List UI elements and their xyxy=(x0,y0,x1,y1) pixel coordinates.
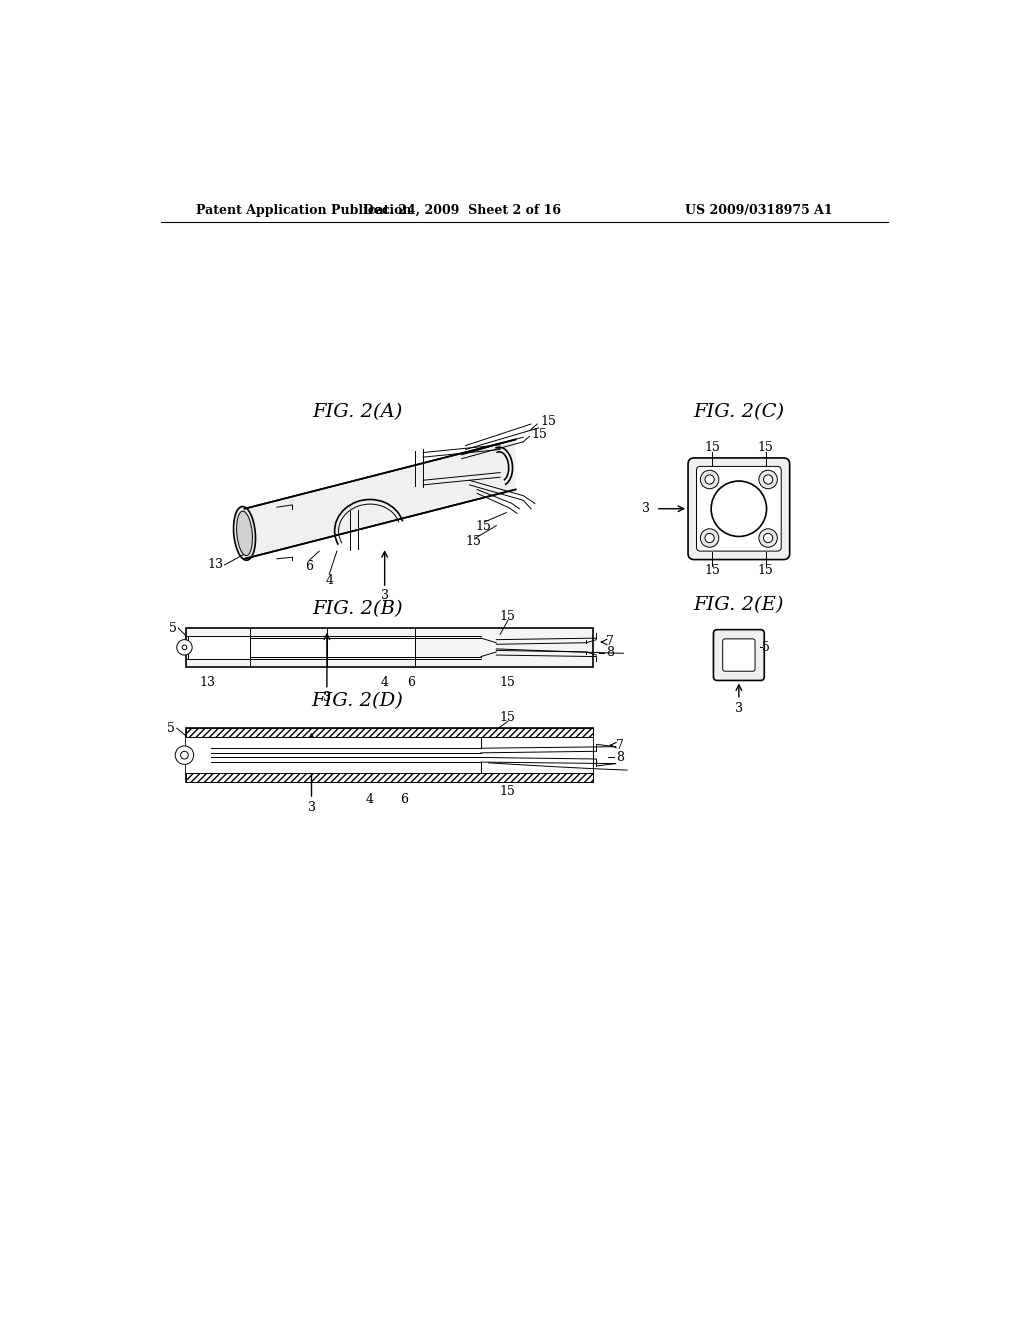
Text: 5: 5 xyxy=(167,722,175,735)
Circle shape xyxy=(177,640,193,655)
Text: US 2009/0318975 A1: US 2009/0318975 A1 xyxy=(685,205,833,218)
Text: FIG. 2(C): FIG. 2(C) xyxy=(693,404,784,421)
Text: Patent Application Publication: Patent Application Publication xyxy=(196,205,412,218)
Text: 7: 7 xyxy=(615,739,624,751)
Circle shape xyxy=(175,746,194,764)
Text: 15: 15 xyxy=(703,564,720,577)
Circle shape xyxy=(705,475,714,484)
Text: 8: 8 xyxy=(606,647,614,659)
Text: 8: 8 xyxy=(615,751,624,764)
Circle shape xyxy=(700,470,719,488)
Circle shape xyxy=(711,480,767,536)
Circle shape xyxy=(700,529,719,548)
Text: 4: 4 xyxy=(366,792,374,805)
Text: 15: 15 xyxy=(500,610,516,623)
Circle shape xyxy=(764,533,773,543)
Text: 15: 15 xyxy=(758,441,774,454)
Text: 4: 4 xyxy=(381,676,389,689)
Text: 15: 15 xyxy=(500,785,516,797)
Text: 15: 15 xyxy=(500,676,516,689)
Text: 15: 15 xyxy=(465,536,481,548)
Ellipse shape xyxy=(237,511,253,556)
Bar xyxy=(186,738,593,774)
Text: 4: 4 xyxy=(326,574,333,587)
Bar xyxy=(186,628,593,667)
Text: 15: 15 xyxy=(703,441,720,454)
Text: 15: 15 xyxy=(500,711,516,723)
Text: 15: 15 xyxy=(531,428,547,441)
Text: 7: 7 xyxy=(606,635,614,648)
Circle shape xyxy=(764,475,773,484)
Polygon shape xyxy=(245,440,515,558)
Text: 6: 6 xyxy=(400,792,408,805)
Bar xyxy=(186,729,593,738)
Bar xyxy=(327,638,416,656)
Text: 6: 6 xyxy=(408,676,416,689)
FancyBboxPatch shape xyxy=(688,458,790,560)
Text: 15: 15 xyxy=(758,564,774,577)
Text: 3: 3 xyxy=(307,801,315,814)
Text: 13: 13 xyxy=(200,676,216,689)
Text: FIG. 2(B): FIG. 2(B) xyxy=(312,599,403,618)
Text: 3: 3 xyxy=(735,702,742,715)
Bar xyxy=(188,636,250,659)
Bar xyxy=(186,729,593,781)
Text: 13: 13 xyxy=(207,558,223,572)
Text: 3: 3 xyxy=(323,690,331,704)
Text: 15: 15 xyxy=(475,520,492,533)
Text: 5: 5 xyxy=(169,622,177,635)
Text: FIG. 2(D): FIG. 2(D) xyxy=(311,692,403,710)
Circle shape xyxy=(759,470,777,488)
Text: Dec. 24, 2009  Sheet 2 of 16: Dec. 24, 2009 Sheet 2 of 16 xyxy=(362,205,561,218)
Circle shape xyxy=(759,529,777,548)
FancyBboxPatch shape xyxy=(714,630,764,681)
Bar xyxy=(250,638,327,656)
Ellipse shape xyxy=(233,507,256,560)
Circle shape xyxy=(705,533,714,543)
Text: 3: 3 xyxy=(642,502,649,515)
Text: 5: 5 xyxy=(762,640,770,653)
Text: FIG. 2(E): FIG. 2(E) xyxy=(693,597,784,614)
Text: FIG. 2(A): FIG. 2(A) xyxy=(312,404,402,421)
Text: 6: 6 xyxy=(305,560,313,573)
Bar xyxy=(186,774,593,781)
Text: 15: 15 xyxy=(541,416,556,428)
FancyBboxPatch shape xyxy=(723,639,755,671)
Text: 3: 3 xyxy=(381,589,389,602)
FancyBboxPatch shape xyxy=(696,466,781,552)
